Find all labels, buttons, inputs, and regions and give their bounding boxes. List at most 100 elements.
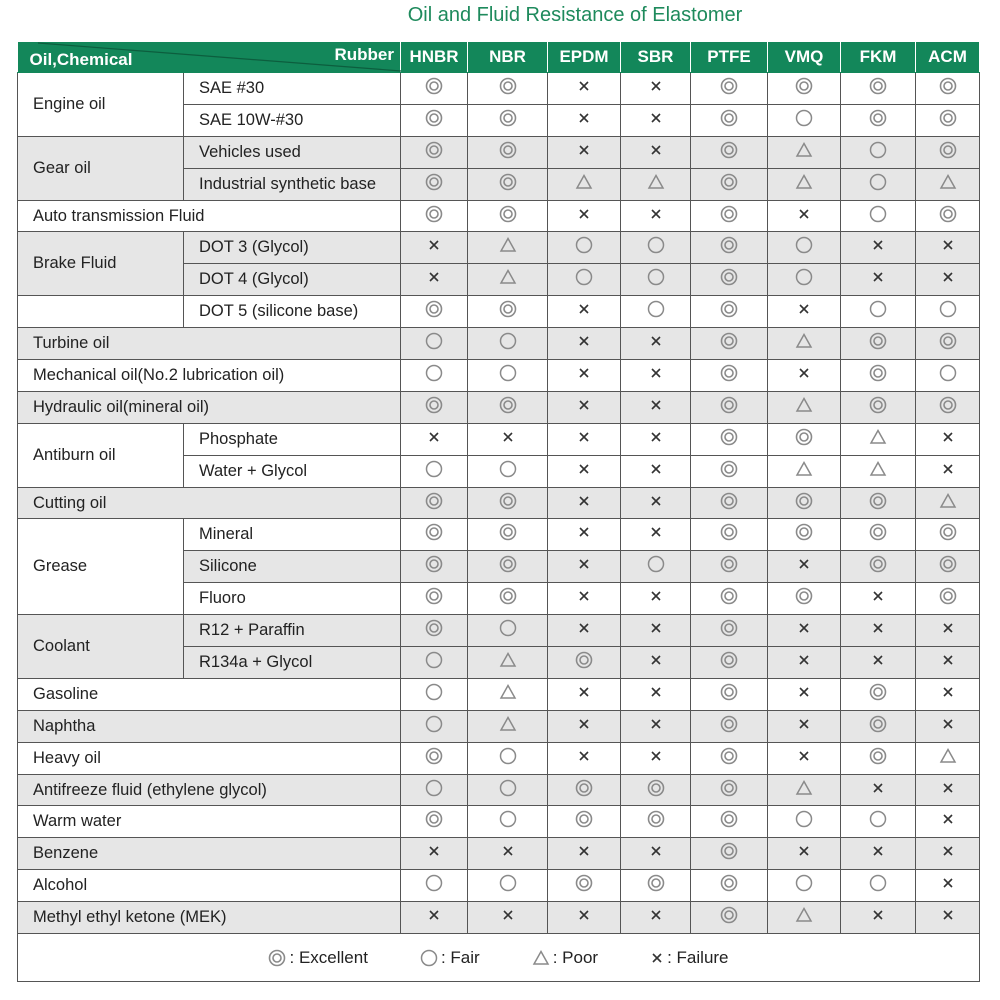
rating-cell-acm bbox=[915, 709, 980, 743]
rating-cell-nbr bbox=[467, 677, 548, 711]
chemical-subtype: SAE #30 bbox=[183, 72, 401, 105]
rating-cell-sbr bbox=[620, 901, 691, 935]
rating-cell-hnbr bbox=[400, 103, 468, 137]
cross-icon bbox=[427, 430, 441, 448]
chemical-subtype: Silicone bbox=[183, 550, 401, 584]
cross-icon bbox=[797, 621, 811, 639]
rating-cell-epdm bbox=[547, 901, 621, 935]
double-circle-icon bbox=[575, 874, 593, 896]
rating-cell-nbr bbox=[467, 773, 548, 807]
table-row: Alcohol bbox=[17, 869, 980, 903]
rating-cell-vmq bbox=[767, 805, 841, 839]
cross-icon bbox=[577, 557, 591, 575]
circle-icon bbox=[425, 715, 443, 737]
rating-cell-fkm bbox=[840, 295, 916, 329]
rating-cell-vmq bbox=[767, 518, 841, 552]
table-row: Naphtha bbox=[17, 709, 980, 743]
legend: : Excellent: Fair: Poor: Failure bbox=[17, 933, 980, 983]
cross-icon bbox=[577, 844, 591, 862]
chemical-subtype: SAE 10W-#30 bbox=[183, 103, 401, 137]
rating-cell-sbr bbox=[620, 72, 691, 105]
double-circle-icon bbox=[425, 396, 443, 418]
rating-cell-epdm bbox=[547, 869, 621, 903]
chemical-subtype: R12 + Paraffin bbox=[183, 614, 401, 648]
circle-icon bbox=[420, 948, 441, 967]
rating-cell-epdm bbox=[547, 135, 621, 169]
rating-cell-vmq bbox=[767, 773, 841, 807]
double-circle-icon bbox=[720, 428, 738, 450]
rating-cell-nbr bbox=[467, 518, 548, 552]
rating-cell-epdm bbox=[547, 518, 621, 552]
cross-icon bbox=[941, 781, 955, 799]
triangle-icon bbox=[499, 269, 517, 290]
rating-cell-sbr bbox=[620, 135, 691, 169]
rating-cell-fkm bbox=[840, 805, 916, 839]
rating-cell-epdm bbox=[547, 263, 621, 297]
rating-cell-hnbr bbox=[400, 263, 468, 297]
rating-cell-acm bbox=[915, 805, 980, 839]
double-circle-icon bbox=[720, 587, 738, 609]
rating-cell-hnbr bbox=[400, 709, 468, 743]
double-circle-icon bbox=[720, 524, 738, 545]
rating-cell-nbr bbox=[467, 454, 548, 488]
double-circle-icon bbox=[869, 109, 887, 131]
circle-icon bbox=[499, 332, 517, 354]
rating-cell-acm bbox=[915, 295, 980, 329]
rating-cell-ptfe bbox=[690, 646, 768, 679]
rating-cell-nbr bbox=[467, 805, 548, 839]
circle-icon bbox=[795, 811, 813, 832]
rating-cell-acm bbox=[915, 614, 980, 648]
rating-cell-fkm bbox=[840, 837, 916, 871]
rating-cell-epdm bbox=[547, 72, 621, 105]
rating-cell-hnbr bbox=[400, 167, 468, 201]
double-circle-icon bbox=[575, 651, 593, 673]
cross-icon bbox=[577, 462, 591, 480]
double-circle-icon bbox=[720, 364, 738, 386]
rating-cell-epdm bbox=[547, 199, 621, 233]
chemical-subtype: Fluoro bbox=[183, 582, 401, 616]
circle-icon bbox=[795, 109, 813, 131]
rating-cell-sbr bbox=[620, 359, 691, 392]
double-circle-icon bbox=[869, 747, 887, 769]
triangle-icon bbox=[795, 173, 813, 195]
double-circle-icon bbox=[720, 843, 738, 864]
rating-cell-vmq bbox=[767, 454, 841, 488]
chemical-name: Benzene bbox=[17, 837, 401, 871]
cross-icon bbox=[649, 111, 663, 129]
rating-cell-vmq bbox=[767, 359, 841, 392]
table-row: Warm water bbox=[17, 805, 980, 839]
rating-cell-fkm bbox=[840, 550, 916, 584]
chemical-name: Gasoline bbox=[17, 677, 401, 711]
rating-cell-nbr bbox=[467, 486, 548, 520]
cross-icon bbox=[941, 653, 955, 671]
rating-cell-sbr bbox=[620, 741, 691, 775]
circle-icon bbox=[869, 205, 887, 227]
rating-cell-fkm bbox=[840, 741, 916, 775]
rating-cell-nbr bbox=[467, 135, 548, 169]
rating-cell-nbr bbox=[467, 741, 548, 775]
double-circle-icon bbox=[499, 205, 517, 227]
circle-icon bbox=[795, 874, 813, 896]
rating-cell-ptfe bbox=[690, 327, 768, 361]
rating-cell-hnbr bbox=[400, 231, 468, 265]
double-circle-icon bbox=[720, 779, 738, 801]
double-circle-icon bbox=[425, 524, 443, 545]
cross-icon bbox=[941, 812, 955, 830]
rating-cell-hnbr bbox=[400, 327, 468, 361]
rating-cell-hnbr bbox=[400, 646, 468, 679]
legend-separator: : bbox=[289, 947, 295, 967]
col-hnbr: HNBR bbox=[400, 42, 468, 73]
chemical-subtype: R134a + Glycol bbox=[183, 646, 401, 679]
rating-cell-fkm bbox=[840, 199, 916, 233]
rating-cell-acm bbox=[915, 582, 980, 616]
cross-icon bbox=[427, 270, 441, 288]
rating-cell-fkm bbox=[840, 677, 916, 711]
rating-cell-vmq bbox=[767, 677, 841, 711]
rating-cell-epdm bbox=[547, 709, 621, 743]
rating-cell-fkm bbox=[840, 167, 916, 201]
cross-icon bbox=[649, 621, 663, 639]
header-row: Oil,Chemical Rubber HNBR NBR EPDM SBR PT… bbox=[17, 42, 980, 73]
circle-icon bbox=[795, 269, 813, 290]
rating-cell-fkm bbox=[840, 422, 916, 456]
rating-cell-vmq bbox=[767, 837, 841, 871]
